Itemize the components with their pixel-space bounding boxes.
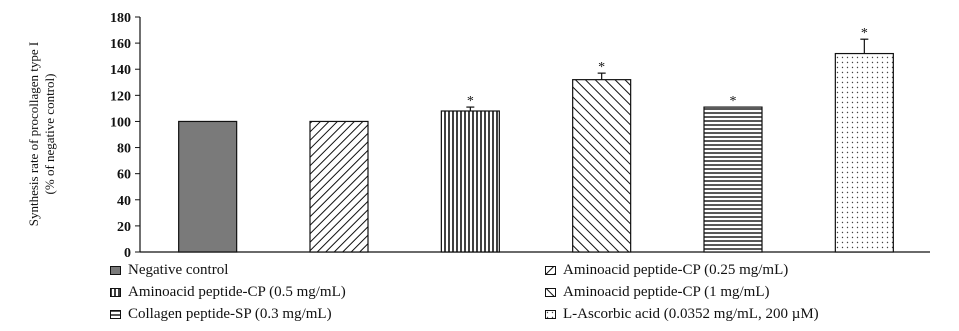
legend-swatch-diagonal-down xyxy=(545,288,556,297)
y-axis-label-line2: (% of negative control) xyxy=(42,73,57,195)
legend-label: Aminoacid peptide-CP (0.5 mg/mL) xyxy=(128,284,346,300)
y-axis-label-line1: Synthesis rate of procollagen type I xyxy=(26,41,41,227)
bar-3 xyxy=(572,79,632,253)
y-tick-label: 160 xyxy=(110,37,131,52)
legend-label: Negative control xyxy=(128,262,229,278)
legend-swatch-solid-gray xyxy=(110,266,121,275)
bars-group: * * * * xyxy=(178,26,894,253)
legend-swatch-diagonal-up xyxy=(545,266,556,275)
legend-label: Collagen peptide-SP (0.3 mg/mL) xyxy=(128,306,332,322)
legend-swatch-vertical xyxy=(110,288,121,297)
y-tick-label: 180 xyxy=(110,11,131,26)
legend-item-0: Negative control xyxy=(110,262,228,279)
bar-5 xyxy=(834,52,894,253)
legend-label: Aminoacid peptide-CP (0.25 mg/mL) xyxy=(563,262,789,278)
y-tick-label: 140 xyxy=(110,63,131,78)
y-tick-label: 0 xyxy=(124,246,131,261)
bar-1 xyxy=(309,120,369,253)
legend-label: L-Ascorbic acid (0.0352 mg/mL, 200 µM) xyxy=(563,306,819,322)
axes: 0 20 40 60 80 100 120 140 160 180 xyxy=(110,11,930,261)
significance-marker-4: * xyxy=(730,94,737,109)
bar-4 xyxy=(703,106,763,253)
legend-swatch-dots xyxy=(545,310,556,319)
legend-item-2: Aminoacid peptide-CP (0.5 mg/mL) xyxy=(110,284,346,301)
y-tick-label: 100 xyxy=(110,115,131,130)
bar-2 xyxy=(440,110,500,253)
y-tick-label: 20 xyxy=(117,220,131,235)
y-tick-label: 80 xyxy=(117,142,131,157)
legend-item-1: Aminoacid peptide-CP (0.25 mg/mL) xyxy=(545,262,788,279)
legend-swatch-horizontal xyxy=(110,310,121,319)
legend-item-4: Collagen peptide-SP (0.3 mg/mL) xyxy=(110,306,332,323)
y-tick-label: 40 xyxy=(117,194,131,209)
bar-chart: 0 20 40 60 80 100 120 140 160 180 * * * * xyxy=(110,11,930,261)
legend-item-5: L-Ascorbic acid (0.0352 mg/mL, 200 µM) xyxy=(545,306,819,323)
significance-marker-2: * xyxy=(467,94,474,109)
significance-marker-5: * xyxy=(861,26,868,41)
y-tick-label: 60 xyxy=(117,168,131,183)
y-tick-label: 120 xyxy=(110,89,131,104)
legend-label: Aminoacid peptide-CP (1 mg/mL) xyxy=(563,284,770,300)
legend-item-3: Aminoacid peptide-CP (1 mg/mL) xyxy=(545,284,770,301)
significance-marker-3: * xyxy=(598,60,605,75)
bar-0 xyxy=(178,120,238,253)
y-axis-label: Synthesis rate of procollagen type I (% … xyxy=(26,24,58,244)
